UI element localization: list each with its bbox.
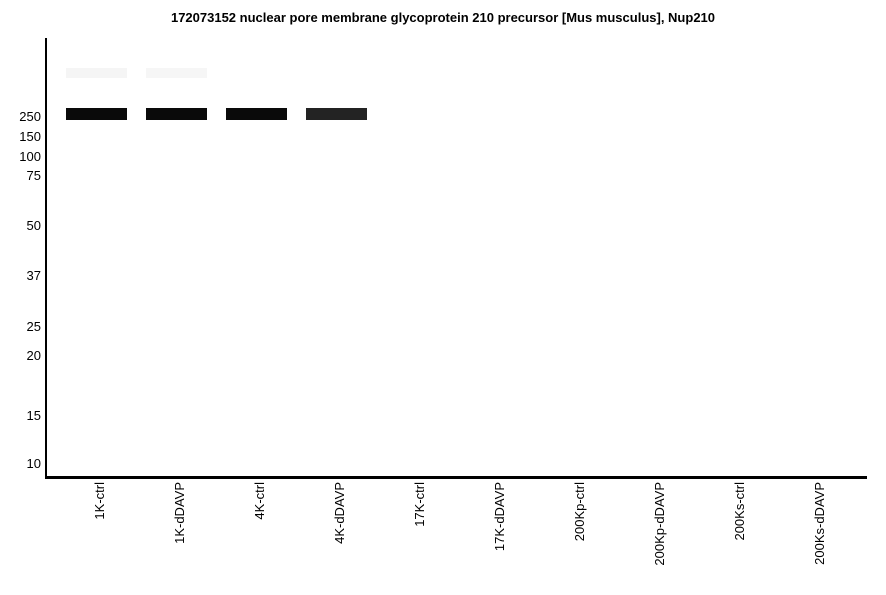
lane-label-4k-ddavp: 4K-dDAVP [332, 482, 347, 544]
lane-label-200kp-ctrl: 200Kp-ctrl [572, 482, 587, 542]
lane-label-17k-ctrl: 17K-ctrl [412, 482, 427, 527]
figure-title: 172073152 nuclear pore membrane glycopro… [170, 10, 716, 25]
lane-label-200ks-ctrl: 200Ks-ctrl [732, 482, 747, 541]
lane-label-200ks-ddavp: 200Ks-dDAVP [812, 482, 827, 565]
mw-label-37: 37 [26, 267, 41, 283]
band-strong-1k-ctrl [65, 107, 127, 120]
band-strong-1k-ddavp [145, 107, 207, 120]
band-strong-4k-ctrl [225, 107, 287, 120]
band-faint-1k-ctrl [65, 67, 127, 78]
lane-label-1k-ctrl: 1K-ctrl [92, 482, 107, 520]
y-axis-line [45, 38, 47, 479]
mw-label-250: 250 [19, 108, 41, 124]
lane-label-4k-ctrl: 4K-ctrl [252, 482, 267, 520]
x-axis-line [45, 476, 867, 479]
mw-label-15: 15 [26, 408, 41, 423]
mw-label-50: 50 [26, 218, 41, 233]
mw-label-100: 100 [19, 149, 41, 165]
mw-label-20: 20 [26, 347, 41, 363]
lane-label-1k-ddavp: 1K-dDAVP [172, 482, 187, 544]
mw-label-10: 10 [26, 456, 41, 471]
mw-label-25: 25 [26, 318, 41, 334]
mw-label-75: 75 [26, 167, 41, 183]
lane-label-17k-ddavp: 17K-dDAVP [492, 482, 507, 552]
band-medium-4k-ddavp [305, 107, 367, 120]
mw-label-150: 150 [19, 129, 41, 144]
band-faint-1k-ddavp [145, 67, 207, 78]
lane-label-200kp-ddavp: 200Kp-dDAVP [652, 482, 667, 566]
